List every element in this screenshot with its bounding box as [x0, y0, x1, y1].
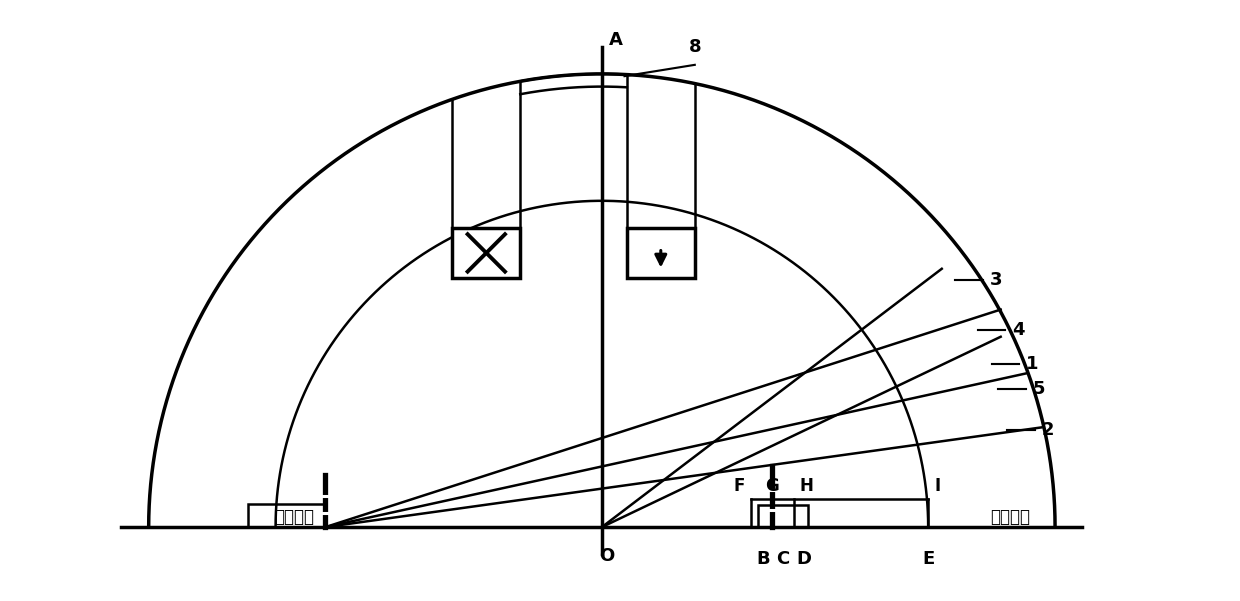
Text: 2: 2 — [1042, 421, 1054, 439]
Text: 弯道外侧: 弯道外侧 — [274, 508, 314, 526]
Text: F: F — [733, 477, 745, 495]
Text: C: C — [776, 550, 790, 568]
Text: O: O — [599, 548, 614, 566]
Text: 1: 1 — [1025, 355, 1038, 373]
Text: 弯道内侧: 弯道内侧 — [990, 508, 1029, 526]
Text: I: I — [935, 477, 941, 495]
Bar — [248, 504, 325, 527]
Text: E: E — [923, 550, 934, 568]
Text: 4: 4 — [1012, 321, 1024, 339]
Text: 3: 3 — [990, 271, 1002, 289]
Text: D: D — [796, 550, 811, 568]
Text: 8: 8 — [688, 38, 701, 56]
Text: H: H — [800, 477, 813, 495]
Bar — [453, 228, 521, 278]
Text: G: G — [765, 477, 779, 495]
Text: B: B — [756, 550, 770, 568]
Bar — [626, 228, 694, 278]
Text: A: A — [609, 31, 622, 49]
Bar — [758, 505, 808, 527]
Text: 5: 5 — [1033, 380, 1045, 398]
